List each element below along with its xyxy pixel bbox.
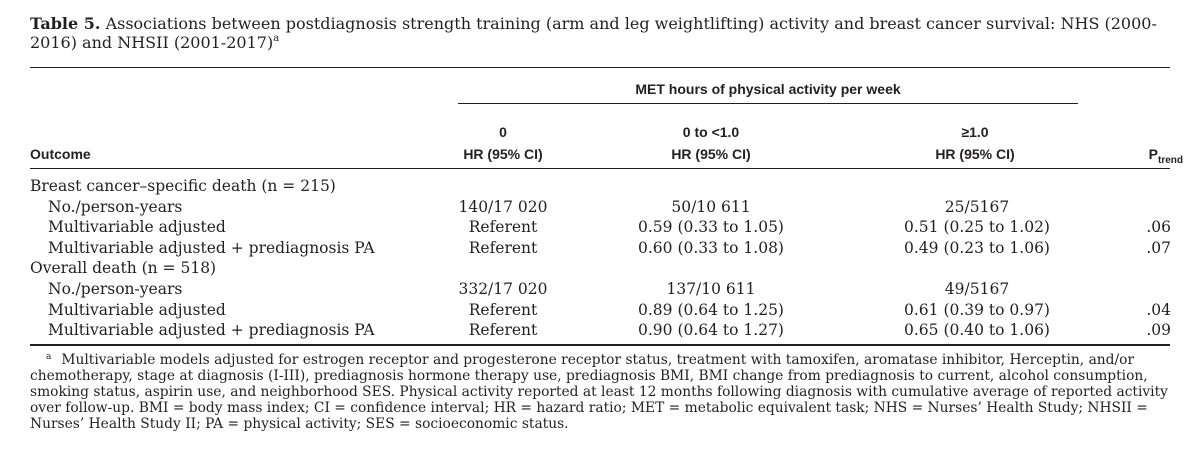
cell-col-2: 0.61 (0.39 to 0.97) <box>904 301 1050 319</box>
col-2-heading: ≥1.0 <box>961 124 989 140</box>
row-label: No./person-years <box>48 280 183 298</box>
caption-footnote-mark: a <box>273 33 280 44</box>
table-title: Associations between postdiagnosis stren… <box>30 14 1157 52</box>
row-label: No./person-years <box>48 198 183 216</box>
cell-col-0: Referent <box>468 301 538 319</box>
cell-col-0: Referent <box>468 321 538 339</box>
cell-col-0: Referent <box>468 239 538 257</box>
cell-col-2: 25/5167 <box>944 198 1010 216</box>
row-label: Multivariable adjusted + prediagnosis PA <box>48 321 375 339</box>
ptrend-subscript: trend <box>1158 154 1183 166</box>
col-1-heading: 0 to <1.0 <box>682 124 740 140</box>
cell-col-1: 50/10 611 <box>671 198 751 216</box>
col-1-subheading: HR (95% CI) <box>671 146 751 162</box>
cell-col-1: 0.60 (0.33 to 1.08) <box>638 239 784 257</box>
cell-col-2: 0.65 (0.40 to 1.06) <box>904 321 1050 339</box>
cell-col-1: 0.59 (0.33 to 1.05) <box>638 218 784 236</box>
cell-col-2: 0.49 (0.23 to 1.06) <box>904 239 1050 257</box>
col-2-subheading: HR (95% CI) <box>935 146 1015 162</box>
row-label: Multivariable adjusted <box>48 301 226 319</box>
cell-col-0: 332/17 020 <box>458 280 548 298</box>
cell-col-1: 0.89 (0.64 to 1.25) <box>638 301 784 319</box>
cell-ptrend: .04 <box>1146 301 1171 319</box>
table-footnote: a Multivariable models adjusted for estro… <box>30 349 1170 432</box>
col-0-subheading: HR (95% CI) <box>463 146 543 162</box>
row-group-label: Overall death (n = 518) <box>30 259 217 277</box>
cell-col-2: 49/5167 <box>944 280 1010 298</box>
cell-ptrend: .07 <box>1146 239 1171 257</box>
bottom-rule <box>30 344 1170 346</box>
cell-col-1: 0.90 (0.64 to 1.27) <box>638 321 784 339</box>
top-rule <box>30 67 1170 68</box>
outcome-heading: Outcome <box>30 146 91 162</box>
span-rule <box>458 103 1078 104</box>
ptrend-heading: Ptrend <box>1149 146 1183 166</box>
row-label: Multivariable adjusted <box>48 218 226 236</box>
cell-col-0: Referent <box>468 218 538 236</box>
footnote-text: Multivariable models adjusted for estrog… <box>30 352 1168 432</box>
ptrend-main: P <box>1148 146 1158 162</box>
cell-col-0: 140/17 020 <box>458 198 548 216</box>
table-label: Table 5. <box>30 14 101 33</box>
header-rule <box>30 168 1170 169</box>
cell-ptrend: .09 <box>1146 321 1171 339</box>
row-group-label: Breast cancer–specific death (n = 215) <box>30 177 336 195</box>
footnote-mark: a <box>46 352 52 362</box>
cell-col-1: 137/10 611 <box>666 280 756 298</box>
table-caption: Table 5. Associations between postdiagno… <box>30 14 1170 52</box>
column-span-header: MET hours of physical activity per week <box>635 81 901 97</box>
row-label: Multivariable adjusted + prediagnosis PA <box>48 239 375 257</box>
col-0-heading: 0 <box>499 124 507 140</box>
cell-ptrend: .06 <box>1146 218 1171 236</box>
cell-col-2: 0.51 (0.25 to 1.02) <box>904 218 1050 236</box>
